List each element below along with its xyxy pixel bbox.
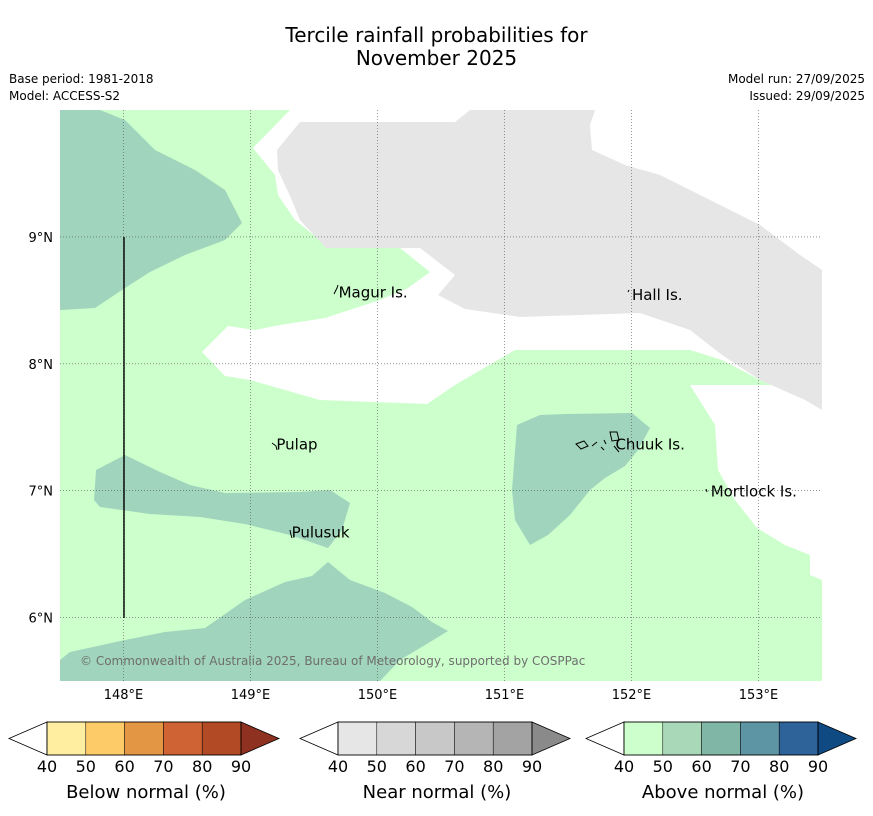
lon-tick-label: 151°E <box>485 688 525 703</box>
lat-tick-label: 9°N <box>29 231 54 246</box>
above-normal-50-60-area-south <box>60 562 448 681</box>
colorbar-swatch <box>740 721 780 756</box>
lat-tick-label: 6°N <box>29 612 54 627</box>
colorbar-low-arrow <box>584 721 625 756</box>
colorbar-swatch <box>124 721 164 756</box>
lon-tick-label: 153°E <box>739 688 779 703</box>
colorbar-tick-label: 60 <box>405 757 425 776</box>
model-run-label: Model run: 27/09/2025 <box>727 72 865 86</box>
colorbar-swatch <box>701 721 741 756</box>
colorbar-tick-label: 70 <box>730 757 750 776</box>
place-label: Pulap <box>276 436 317 454</box>
colorbar-tick-label: 50 <box>76 757 96 776</box>
above-normal-50-60-area-west <box>94 455 350 548</box>
colorbar-tick-label: 40 <box>328 757 348 776</box>
copyright-note: © Commonwealth of Australia 2025, Bureau… <box>80 654 585 668</box>
above-normal-50-60-area-chuuk <box>512 413 650 545</box>
mortlock-island-outline <box>705 488 708 493</box>
model-label: Model: ACCESS-S2 <box>9 89 121 103</box>
colorbar-tick-label: 60 <box>114 757 134 776</box>
colorbar-tick-label: 70 <box>153 757 173 776</box>
colorbar-swatch <box>337 721 378 756</box>
colorbar-tick-label: 60 <box>691 757 711 776</box>
colorbar-swatch <box>415 721 455 756</box>
colorbar-title: Above normal (%) <box>642 782 804 803</box>
colorbar-tick-label: 70 <box>444 757 464 776</box>
lat-tick-label: 8°N <box>29 358 54 373</box>
place-label: Pulusuk <box>292 523 350 541</box>
island-markers <box>271 284 708 539</box>
lon-tick-label: 150°E <box>358 688 398 703</box>
colorbar-swatch <box>778 721 819 756</box>
issued-label: Issued: 29/09/2025 <box>749 89 865 103</box>
colorbar-swatch <box>46 721 87 756</box>
colorbar-tick-label: 40 <box>614 757 634 776</box>
colorbar-outline <box>337 721 533 756</box>
colorbar-0: 40 50 60 70 80 90 Below normal (%) <box>7 721 281 803</box>
latitude-tick-labels: 9°N 8°N 7°N 6°N <box>29 231 54 627</box>
colorbar-title: Below normal (%) <box>66 782 226 803</box>
map-plot-area: Magur Is. Hall Is. Pulap Chuuk Is. Mortlock … <box>60 110 822 681</box>
colorbar-legends: 40 50 60 70 80 90 Below normal (%) 40 50 60 70 80 90… <box>7 721 858 803</box>
pulusuk-island-outline <box>289 529 293 539</box>
colorbar-1: 40 50 60 70 80 90 Near normal (%) <box>298 721 572 803</box>
pulap-island-outline <box>271 442 278 451</box>
colorbar-tick-label: 50 <box>653 757 673 776</box>
colorbar-low-arrow <box>298 721 339 756</box>
map-title-line2: November 2025 <box>355 46 518 70</box>
no-signal-strip-north <box>602 110 822 140</box>
colorbar-swatch <box>85 721 125 756</box>
colorbar-swatch <box>492 721 533 756</box>
hall-island-outline <box>627 289 630 293</box>
chuuk-island-outline <box>575 431 620 453</box>
colorbar-tick-label: 80 <box>192 757 212 776</box>
colorbar-swatch <box>662 721 702 756</box>
colorbar-title: Near normal (%) <box>363 782 512 803</box>
place-label: Magur Is. <box>339 283 408 301</box>
no-signal-area-east <box>690 385 822 580</box>
colorbar-outline <box>46 721 242 756</box>
colorbar-high-arrow <box>240 721 281 756</box>
longitude-tick-labels: 148°E 149°E 150°E 151°E 152°E 153°E <box>104 688 779 703</box>
near-normal-40-50-area <box>277 110 822 410</box>
colorbar-swatch <box>376 721 416 756</box>
place-label: Hall Is. <box>632 286 683 304</box>
colorbar-tick-label: 90 <box>522 757 542 776</box>
colorbar-swatch <box>623 721 664 756</box>
lon-tick-label: 152°E <box>612 688 652 703</box>
magur-island-outline <box>333 284 339 295</box>
place-label: Chuuk Is. <box>615 436 684 454</box>
lon-tick-label: 148°E <box>104 688 144 703</box>
colorbar-outline <box>623 721 819 756</box>
colorbar-high-arrow <box>817 721 858 756</box>
base-period-label: Base period: 1981-2018 <box>9 72 154 86</box>
colorbar-low-arrow <box>7 721 48 756</box>
lat-tick-label: 7°N <box>29 485 54 500</box>
place-label: Mortlock Is. <box>711 483 797 501</box>
colorbar-tick-label: 90 <box>808 757 828 776</box>
lon-tick-label: 149°E <box>231 688 271 703</box>
above-normal-50-60-area-northwest <box>60 110 242 310</box>
colorbar-tick-label: 80 <box>769 757 789 776</box>
colorbar-swatch <box>201 721 242 756</box>
colorbar-tick-label: 50 <box>367 757 387 776</box>
map-title-line1: Tercile rainfall probabilities for <box>285 23 588 47</box>
gridlines <box>60 110 822 681</box>
colorbar-high-arrow <box>531 721 572 756</box>
colorbar-swatch <box>454 721 494 756</box>
colorbar-tick-label: 90 <box>231 757 251 776</box>
colorbar-tick-label: 40 <box>37 757 57 776</box>
colorbar-tick-label: 80 <box>483 757 503 776</box>
colorbar-swatch <box>163 721 203 756</box>
place-labels: Magur Is. Hall Is. Pulap Chuuk Is. Mortlock … <box>276 283 797 541</box>
